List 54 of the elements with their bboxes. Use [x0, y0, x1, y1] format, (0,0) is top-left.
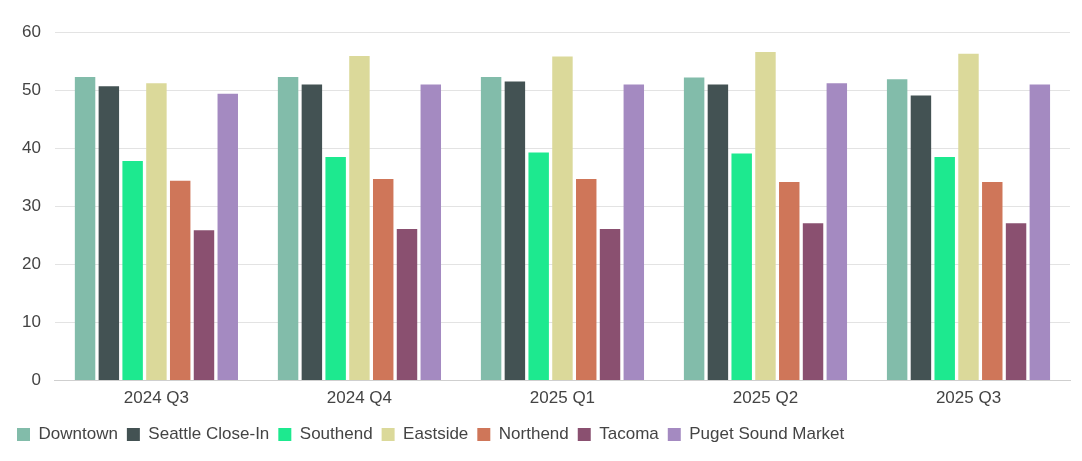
legend-label: Eastside — [403, 424, 469, 444]
bar — [910, 95, 932, 381]
legend-label: Seattle Close-In — [148, 424, 270, 444]
bar — [826, 83, 848, 381]
bar — [74, 76, 96, 381]
x-tick-label: 2024 Q4 — [326, 388, 393, 408]
legend-label: Tacoma — [599, 424, 660, 444]
y-tick-label: 0 — [31, 370, 41, 390]
bar — [528, 152, 549, 381]
bar — [731, 153, 752, 381]
bar — [146, 83, 167, 381]
bar — [1005, 223, 1027, 381]
y-tick-label: 60 — [21, 21, 41, 41]
bar — [420, 84, 442, 381]
x-tick-label: 2025 Q1 — [529, 388, 596, 408]
y-tick-label: 10 — [21, 312, 41, 332]
legend-label: Puget Sound Market — [689, 424, 845, 444]
bar — [886, 79, 908, 381]
bar — [217, 93, 238, 381]
x-tick-label: 2025 Q3 — [935, 388, 1002, 408]
y-tick-label: 20 — [21, 254, 41, 274]
bar — [193, 230, 215, 381]
bar — [599, 229, 621, 381]
x-tick-label: 2024 Q3 — [123, 388, 190, 408]
y-tick-label: 30 — [21, 196, 41, 216]
bar — [707, 84, 729, 381]
bar — [372, 179, 394, 381]
bar — [802, 223, 824, 381]
bar — [277, 76, 299, 381]
bar — [934, 157, 955, 381]
bar — [480, 76, 502, 381]
x-tick-label: 2025 Q2 — [732, 388, 799, 408]
bar — [779, 182, 800, 381]
legend-label: Southend — [299, 424, 373, 444]
bar — [755, 51, 776, 381]
y-tick-label: 40 — [21, 138, 41, 158]
legend-label: Northend — [498, 424, 569, 444]
bar — [552, 56, 573, 381]
bar — [982, 182, 1003, 381]
bar — [122, 161, 143, 381]
bar — [958, 53, 979, 381]
bar — [1029, 84, 1051, 381]
y-tick-label: 50 — [21, 79, 41, 99]
bar — [396, 229, 418, 381]
bar — [576, 179, 597, 381]
bar — [169, 180, 191, 381]
bar — [98, 86, 120, 381]
bar — [504, 81, 526, 381]
bar — [349, 56, 370, 381]
bar — [325, 157, 346, 381]
legend-label: Downtown — [38, 424, 118, 444]
bar — [683, 77, 705, 381]
bar — [623, 84, 645, 381]
bar — [301, 84, 323, 381]
